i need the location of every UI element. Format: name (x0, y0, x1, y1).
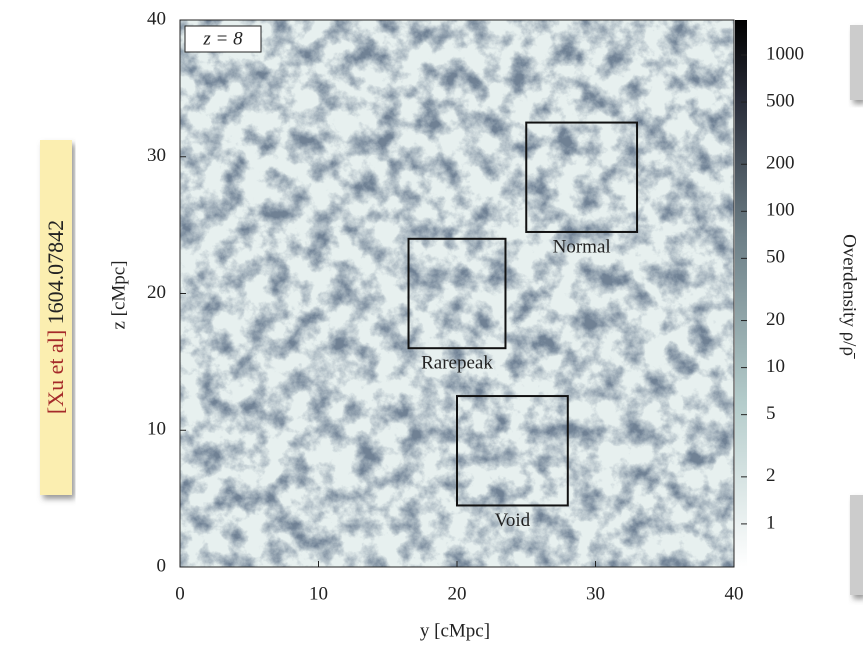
colorbar-tick-label: 20 (766, 309, 785, 330)
colorbar-tick-label: 2 (766, 465, 776, 486)
side-tab (850, 495, 863, 595)
colorbar-tick-label: 1 (766, 512, 776, 533)
side-tab (850, 25, 863, 100)
colorbar-tick-label: 500 (766, 90, 795, 111)
x-tick-label: 30 (586, 583, 605, 604)
source: [Xu et al] (43, 330, 68, 414)
x-tick-label: 10 (309, 583, 328, 604)
colorbar-tick-label: 50 (766, 247, 785, 268)
x-tick-label: 40 (725, 583, 744, 604)
colorbar-tick-label: 10 (766, 356, 785, 377)
colorbar-tick-label: 5 (766, 403, 776, 424)
paper-id: 1604.07842 (43, 220, 68, 325)
x-tick-label: 0 (175, 583, 185, 604)
source-note: [Xu et al] 1604.07842 (43, 220, 68, 414)
y-tick-label: 0 (157, 555, 167, 576)
region-label: Rarepeak (421, 353, 493, 374)
page: [Xu et al] 1604.07842 z = 8 y [cMpc] z [… (0, 0, 863, 651)
y-tick-label: 40 (147, 8, 166, 29)
region-label: Normal (553, 236, 611, 257)
y-tick-label: 20 (147, 282, 166, 303)
x-axis-label: y [cMpc] (420, 620, 490, 641)
y-tick-label: 10 (147, 419, 166, 440)
y-axis-label: z [cMpc] (108, 260, 129, 329)
colorbar-label: Overdensity ρ/ρ̄ (839, 234, 860, 359)
region-label: Void (495, 510, 531, 531)
x-tick-label: 20 (448, 583, 467, 604)
figure: [Xu et al] 1604.07842 z = 8 y [cMpc] z [… (0, 0, 863, 646)
colorbar-tick-label: 100 (766, 200, 795, 221)
colorbar-tick-label: 200 (766, 153, 795, 174)
y-tick-label: 30 (147, 145, 166, 166)
colorbar-tick-label: 1000 (766, 43, 804, 64)
annotation: z = 8 (202, 28, 243, 49)
